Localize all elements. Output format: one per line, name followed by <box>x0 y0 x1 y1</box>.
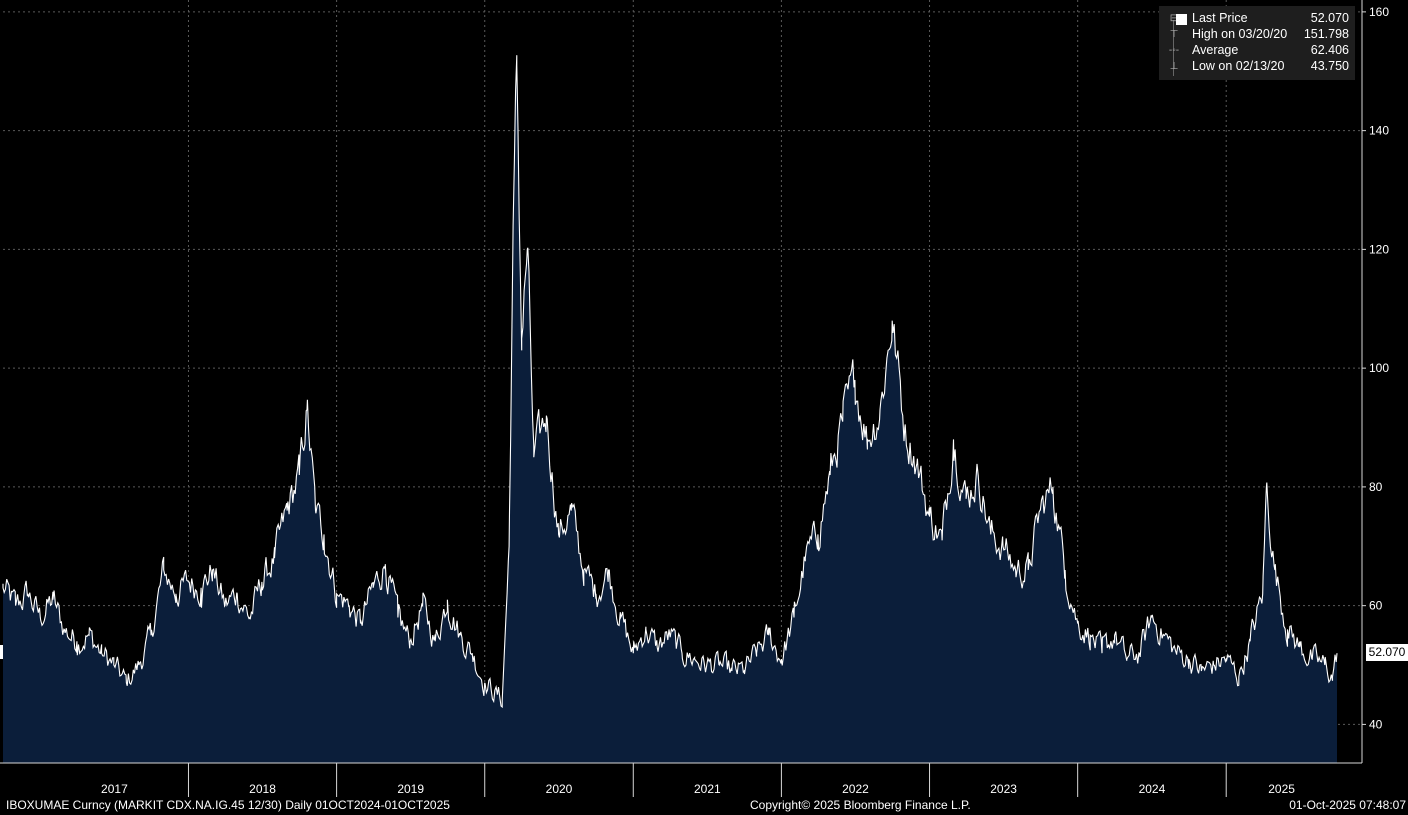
footer-copyright: Copyright© 2025 Bloomberg Finance L.P. <box>750 798 971 812</box>
x-tick-label: 2021 <box>694 782 721 796</box>
legend-value: 62.406 <box>1310 43 1349 57</box>
x-axis-labels: 2017 2018 2019 2020 2021 2022 2023 2024 2025 <box>101 763 1295 797</box>
series-price-line <box>2 55 1338 709</box>
collapse-icon[interactable]: ⊟ <box>1169 13 1179 24</box>
series-area-fill <box>3 55 1337 763</box>
x-tick-label: 2025 <box>1268 782 1295 796</box>
footer-ticker-description: IBOXUMAE Curncy (MARKIT CDX.NA.IG.45 12/… <box>6 798 450 812</box>
high-marker-icon: ⊤ <box>1169 29 1179 40</box>
x-tick-label: 2020 <box>546 782 573 796</box>
x-tick-label: 2018 <box>249 782 276 796</box>
low-marker-icon: ⊥ <box>1169 61 1179 72</box>
last-price-badge: 52.070 <box>1366 644 1408 661</box>
axes <box>0 0 1363 764</box>
legend-value: 43.750 <box>1310 59 1349 73</box>
x-tick-label: 2019 <box>397 782 424 796</box>
legend-value: 52.070 <box>1310 11 1349 25</box>
legend-row-high[interactable]: ⊤ High on 03/20/20 151.798 <box>1159 27 1355 43</box>
chart-legend[interactable]: ⊟ Last Price 52.070 ⊤ High on 03/20/20 1… <box>1159 6 1355 80</box>
x-tick-label: 2022 <box>842 782 869 796</box>
y-tick-label: 60 <box>1369 599 1383 613</box>
y-tick-label: 40 <box>1369 717 1383 731</box>
x-tick-label: 2017 <box>101 782 128 796</box>
legend-label: Average <box>1192 43 1239 57</box>
legend-value: 151.798 <box>1303 27 1349 41</box>
filled-square-icon <box>1176 14 1187 25</box>
legend-row-average[interactable]: -◦- Average 62.406 <box>1159 43 1355 59</box>
y-axis-ticks: 40 60 80 100 120 140 160 <box>1362 5 1389 731</box>
y-tick-label: 80 <box>1369 480 1383 494</box>
x-tick-label: 2023 <box>990 782 1017 796</box>
legend-row-last-price[interactable]: ⊟ Last Price 52.070 <box>1159 11 1355 27</box>
legend-row-low[interactable]: ⊥ Low on 02/13/20 43.750 <box>1159 59 1355 75</box>
footer-timestamp: 01-Oct-2025 07:48:07 <box>1289 798 1406 812</box>
x-tick-label: 2024 <box>1139 782 1166 796</box>
y-tick-label: 160 <box>1369 5 1389 19</box>
y-tick-label: 120 <box>1369 242 1389 256</box>
y-tick-label: 100 <box>1369 361 1389 375</box>
y-tick-label: 140 <box>1369 124 1389 138</box>
legend-label: High on 03/20/20 <box>1192 27 1288 41</box>
average-marker-icon: -◦- <box>1168 45 1180 56</box>
legend-connector-line <box>1173 20 1174 76</box>
last-price-left-marker <box>0 645 3 659</box>
legend-label: Low on 02/13/20 <box>1192 59 1285 73</box>
legend-label: Last Price <box>1192 11 1248 25</box>
